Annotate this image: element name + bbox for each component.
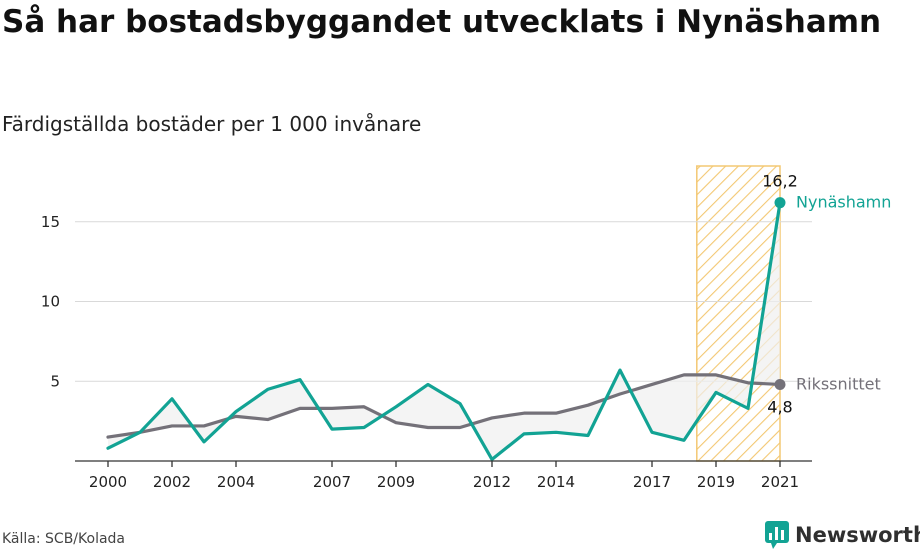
series-label-nynashamn: Nynäshamn: [796, 193, 891, 212]
y-tick-label: 15: [41, 213, 60, 231]
chart-title: Så har bostadsbyggandet utvecklats i Nyn…: [2, 4, 882, 40]
x-tick-label: 2004: [217, 473, 255, 491]
series-line-nynashamn: [106, 201, 782, 462]
series-label-rikssnittet: Rikssnittet: [796, 374, 881, 393]
brand-name: Newsworthy: [795, 523, 920, 547]
chart-bubble-icon: [765, 521, 789, 549]
end-value-label-nynashamn: 16,2: [762, 172, 798, 191]
end-point-nynashamn: [774, 197, 786, 209]
x-tick-label: 2009: [377, 473, 415, 491]
x-tick-label: 2000: [89, 473, 127, 491]
series-line-rikssnittet: [106, 373, 782, 439]
source-note: Källa: SCB/Kolada: [2, 531, 126, 547]
x-tick-label: 2021: [761, 473, 799, 491]
x-tick-label: 2014: [537, 473, 575, 491]
brand-logo: Newsworthy: [765, 520, 920, 550]
difference-area: [108, 202, 780, 460]
y-tick-label: 5: [50, 372, 60, 390]
y-tick-label: 10: [41, 293, 60, 311]
x-tick-label: 2019: [697, 473, 735, 491]
chart-subtitle: Färdigställda bostäder per 1 000 invånar…: [2, 112, 422, 136]
end-value-label-rikssnittet: 4,8: [767, 397, 792, 416]
x-tick-label: 2017: [633, 473, 671, 491]
end-point-rikssnittet: [774, 378, 786, 390]
x-tick-label: 2002: [153, 473, 191, 491]
x-tick-label: 2007: [313, 473, 351, 491]
x-tick-label: 2012: [473, 473, 511, 491]
